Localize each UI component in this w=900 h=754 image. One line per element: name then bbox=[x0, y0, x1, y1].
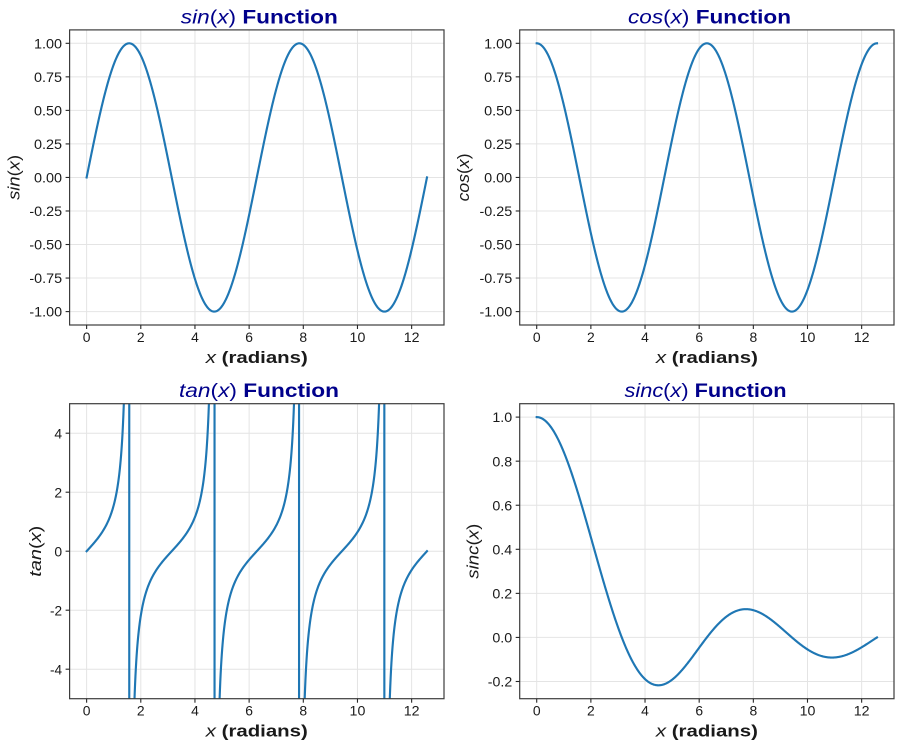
svg-text:x (radians): x (radians) bbox=[655, 348, 758, 367]
svg-text:2: 2 bbox=[137, 329, 145, 345]
svg-text:12: 12 bbox=[854, 703, 870, 719]
svg-text:0.00: 0.00 bbox=[484, 170, 512, 186]
svg-text:-2: -2 bbox=[50, 602, 62, 618]
svg-text:cos(x): cos(x) bbox=[454, 153, 473, 201]
svg-text:0.8: 0.8 bbox=[492, 453, 512, 469]
svg-text:4: 4 bbox=[641, 329, 649, 345]
svg-text:8: 8 bbox=[749, 329, 757, 345]
svg-text:8: 8 bbox=[749, 703, 757, 719]
svg-text:tan(x): tan(x) bbox=[26, 526, 45, 577]
svg-text:2: 2 bbox=[587, 329, 595, 345]
svg-text:0.25: 0.25 bbox=[34, 136, 62, 152]
svg-text:-0.50: -0.50 bbox=[480, 237, 513, 253]
svg-text:4: 4 bbox=[191, 329, 199, 345]
svg-text:cos(x) Function: cos (x) Function bbox=[628, 6, 791, 28]
svg-text:sinc(x): sinc(x) bbox=[464, 524, 483, 579]
svg-text:0.00: 0.00 bbox=[34, 170, 62, 186]
svg-text:8: 8 bbox=[299, 703, 307, 719]
svg-text:0.50: 0.50 bbox=[484, 102, 512, 118]
svg-text:6: 6 bbox=[245, 329, 253, 345]
svg-text:-0.75: -0.75 bbox=[480, 270, 513, 286]
svg-text:2: 2 bbox=[587, 703, 595, 719]
svg-text:10: 10 bbox=[800, 329, 816, 345]
svg-text:1.0: 1.0 bbox=[492, 409, 512, 425]
svg-text:12: 12 bbox=[404, 703, 420, 719]
svg-text:4: 4 bbox=[191, 703, 199, 719]
svg-text:4: 4 bbox=[641, 703, 649, 719]
svg-text:6: 6 bbox=[695, 329, 703, 345]
svg-text:0: 0 bbox=[83, 703, 91, 719]
svg-text:2: 2 bbox=[54, 484, 62, 500]
svg-text:0.2: 0.2 bbox=[492, 585, 512, 601]
svg-text:-0.2: -0.2 bbox=[488, 674, 513, 690]
svg-text:0.75: 0.75 bbox=[34, 69, 62, 85]
svg-text:0.6: 0.6 bbox=[492, 497, 512, 513]
svg-text:0: 0 bbox=[83, 329, 91, 345]
svg-text:0.25: 0.25 bbox=[484, 136, 512, 152]
svg-text:sinc(x) Function: sinc (x) Function bbox=[625, 380, 787, 402]
svg-text:1.00: 1.00 bbox=[484, 35, 512, 51]
svg-text:-4: -4 bbox=[50, 661, 62, 677]
svg-text:1.00: 1.00 bbox=[34, 35, 62, 51]
svg-text:x (radians): x (radians) bbox=[655, 722, 758, 741]
svg-text:0: 0 bbox=[533, 329, 541, 345]
svg-text:12: 12 bbox=[404, 329, 420, 345]
svg-text:6: 6 bbox=[695, 703, 703, 719]
svg-text:0.50: 0.50 bbox=[34, 102, 62, 118]
svg-text:-0.25: -0.25 bbox=[480, 203, 513, 219]
svg-text:2: 2 bbox=[137, 703, 145, 719]
svg-text:x (radians): x (radians) bbox=[205, 348, 308, 367]
svg-text:6: 6 bbox=[245, 703, 253, 719]
svg-text:-0.75: -0.75 bbox=[29, 270, 62, 286]
svg-text:0.0: 0.0 bbox=[492, 630, 512, 646]
svg-text:-0.50: -0.50 bbox=[29, 237, 62, 253]
svg-text:4: 4 bbox=[54, 425, 62, 441]
svg-text:10: 10 bbox=[350, 703, 366, 719]
svg-text:0.75: 0.75 bbox=[484, 69, 512, 85]
svg-text:-1.00: -1.00 bbox=[480, 304, 513, 320]
svg-text:-1.00: -1.00 bbox=[29, 304, 62, 320]
svg-text:sin(x) Function: sin (x) Function bbox=[181, 6, 338, 28]
svg-text:x (radians): x (radians) bbox=[205, 722, 308, 741]
svg-text:10: 10 bbox=[350, 329, 366, 345]
svg-text:8: 8 bbox=[299, 329, 307, 345]
svg-text:tan(x) Function: tan (x) Function bbox=[179, 380, 339, 402]
svg-text:0.4: 0.4 bbox=[492, 541, 512, 557]
svg-text:10: 10 bbox=[800, 703, 816, 719]
svg-text:sin(x): sin(x) bbox=[5, 155, 24, 200]
svg-text:0: 0 bbox=[533, 703, 541, 719]
svg-text:12: 12 bbox=[854, 329, 870, 345]
svg-text:0: 0 bbox=[54, 543, 62, 559]
svg-text:-0.25: -0.25 bbox=[29, 203, 62, 219]
